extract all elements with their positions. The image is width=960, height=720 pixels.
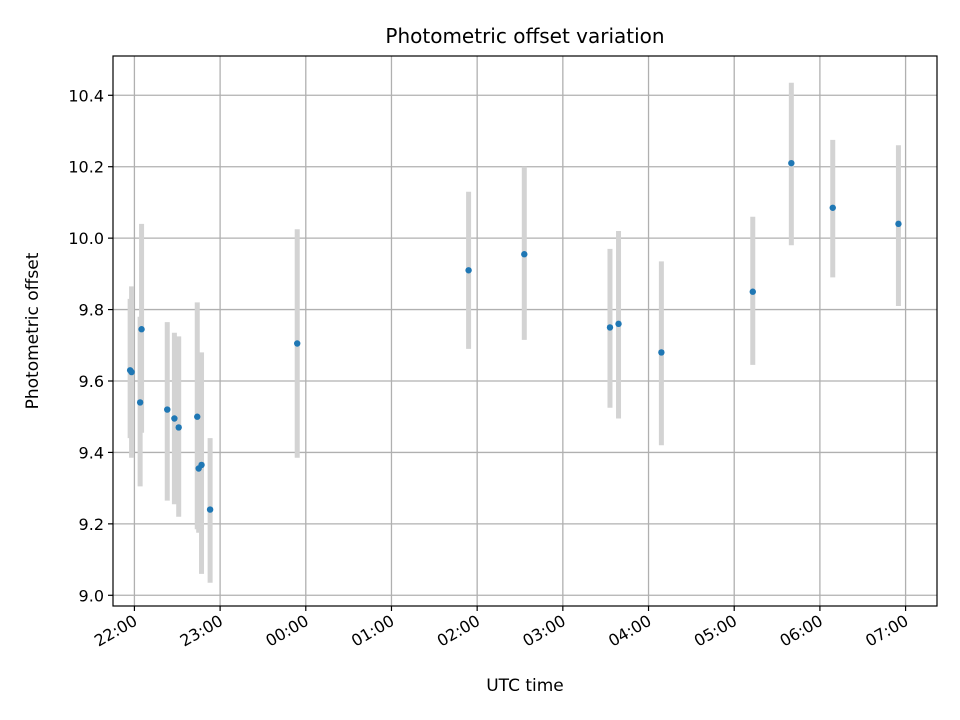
data-point (206, 506, 214, 513)
y-tick-label: 9.2 (79, 515, 104, 534)
y-axis-label: Photometric offset (23, 252, 43, 409)
y-tick-label: 9.4 (79, 443, 104, 462)
data-point (465, 267, 472, 274)
y-tick-label: 9.0 (79, 586, 104, 605)
y-tick-label: 9.6 (79, 372, 104, 391)
data-point (128, 368, 135, 376)
y-tick-label: 10.0 (68, 229, 104, 248)
data-point (658, 349, 665, 356)
data-point (136, 399, 144, 406)
y-tick-label: 10.4 (68, 86, 104, 105)
y-axis-ticks: 9.0 9.2 9.4 9.6 9.8 10.0 10.2 10.4 (68, 86, 113, 605)
data-point (198, 461, 205, 469)
data-point (171, 415, 178, 422)
data-point (138, 326, 145, 333)
data-point (194, 413, 201, 420)
data-point (521, 251, 528, 258)
data-points (126, 159, 902, 513)
data-point (164, 406, 171, 413)
plot-frame (112, 55, 938, 607)
data-point (615, 320, 622, 328)
y-tick-label: 9.8 (79, 301, 104, 320)
data-point (175, 424, 182, 431)
data-point (829, 204, 836, 211)
chart-title: Photometric offset variation (385, 24, 664, 48)
y-tick-label: 10.2 (68, 158, 104, 177)
x-axis-label: UTC time (486, 676, 564, 696)
data-point (606, 324, 614, 331)
data-point (895, 220, 902, 228)
data-point (749, 288, 756, 295)
data-point (788, 159, 795, 167)
data-point (294, 340, 301, 347)
